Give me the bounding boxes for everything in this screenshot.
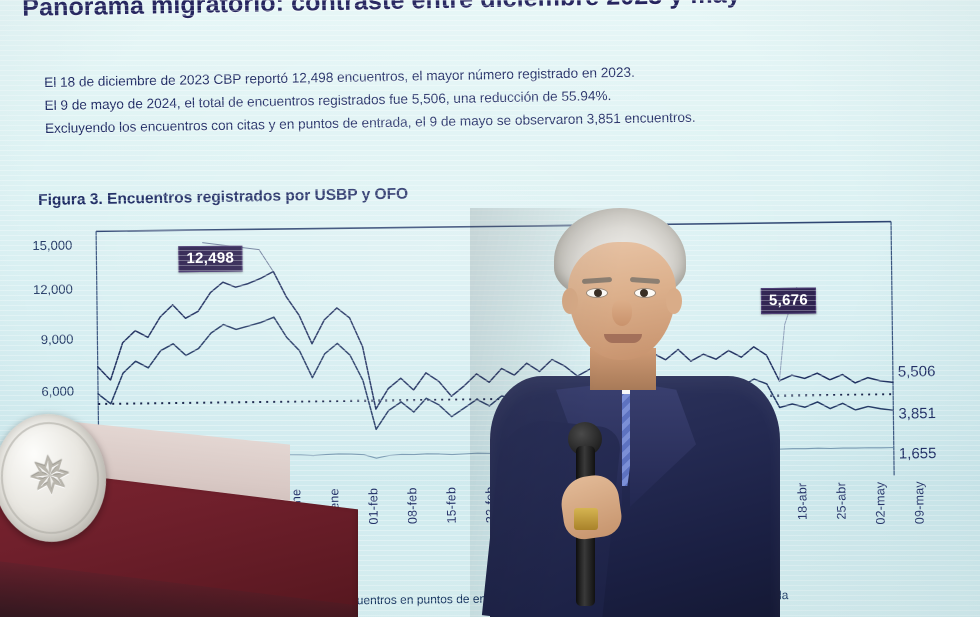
y-tick-9000: 9,000: [40, 331, 74, 347]
x-tick-15: 02-may: [873, 481, 888, 525]
speaker-pupil-right: [640, 289, 648, 297]
end-label-usbp: 3,851: [898, 405, 937, 423]
speaker-ear-left: [562, 288, 578, 314]
x-tick-2: 01-feb: [366, 487, 381, 525]
x-tick-14: 25-abr: [834, 482, 849, 520]
speaker-mouth: [604, 334, 642, 343]
speaker-ear-right: [666, 288, 682, 314]
x-tick-16: 09-may: [912, 481, 927, 525]
y-tick-15000: 15,000: [32, 237, 73, 254]
figure-caption: Figura 3. Encuentros registrados por USB…: [38, 185, 409, 209]
x-tick-4: 15-feb: [444, 486, 459, 524]
slide-title: Panorama migratorio: contraste entre dic…: [22, 0, 741, 22]
speaker: [470, 208, 800, 617]
callout-peak-12498: 12,498: [178, 245, 243, 273]
slide-body: El 18 de diciembre de 2023 CBP reportó 1…: [44, 57, 925, 141]
speaker-nose: [612, 300, 632, 326]
y-tick-6000: 6,000: [41, 383, 75, 399]
end-label-total: 5,506: [897, 363, 936, 381]
end-label-ofo: 1,655: [898, 445, 937, 463]
microphone-ring: [574, 508, 598, 530]
x-tick-3: 08-feb: [405, 487, 420, 525]
speaker-pupil-left: [594, 289, 602, 297]
y-tick-12000: 12,000: [32, 281, 73, 298]
